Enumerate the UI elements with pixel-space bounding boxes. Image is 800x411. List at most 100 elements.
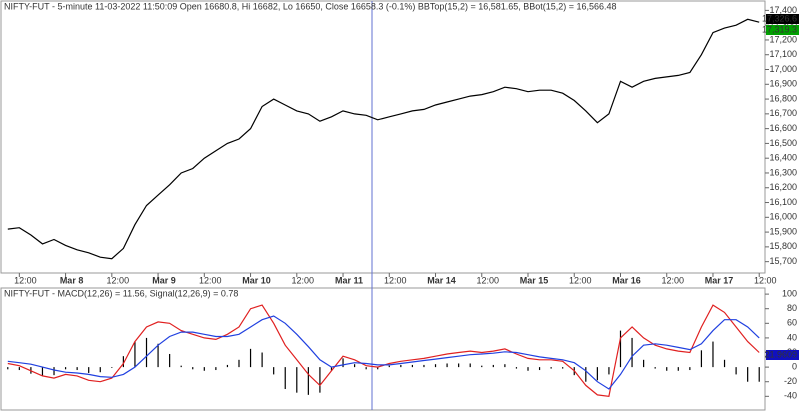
- histogram-bar: [319, 367, 321, 393]
- histogram-bar: [492, 364, 494, 368]
- histogram-bar: [377, 367, 379, 370]
- histogram-bar: [330, 367, 333, 371]
- y-tick-label: 16,100: [769, 197, 797, 207]
- y-tick-label: 15,900: [769, 226, 797, 236]
- histogram-bar: [469, 363, 471, 368]
- histogram-bar: [215, 367, 217, 371]
- histogram-bar: [64, 367, 67, 370]
- y-tick-label: 15,800: [769, 241, 797, 251]
- x-tick-label: 12:00: [569, 275, 592, 285]
- macd-frame: [0, 287, 766, 411]
- histogram-bar: [446, 363, 448, 368]
- histogram-bar: [273, 367, 275, 375]
- histogram-bar: [353, 364, 356, 368]
- y-tick-label: 17,000: [769, 64, 797, 74]
- histogram-bar: [226, 364, 229, 368]
- histogram-bar: [666, 367, 668, 371]
- histogram-bar: [712, 341, 714, 368]
- histogram-bar: [307, 367, 309, 395]
- histogram-bar: [180, 365, 182, 368]
- price-frame: [0, 0, 766, 274]
- chart-title: NIFTY-FUT - 5-minute 11-03-2022 11:50:09…: [4, 1, 617, 11]
- y-tick-label: 16,400: [769, 153, 797, 163]
- histogram-bar: [631, 337, 633, 368]
- price-box: [766, 14, 799, 24]
- histogram-bar: [18, 367, 20, 371]
- price-box: [766, 350, 799, 360]
- x-tick-label: 12:00: [754, 275, 777, 285]
- histogram-bar: [296, 367, 298, 393]
- histogram-bar: [284, 367, 286, 390]
- chart-title: NIFTY-FUT - MACD(12,26) = 11.56, Signal(…: [4, 288, 238, 298]
- x-tick-label: Mar 8: [60, 275, 84, 285]
- y-tick-label: 16,000: [769, 212, 797, 222]
- histogram-bar: [596, 367, 598, 381]
- series-line: [7, 18, 760, 260]
- histogram-bar: [608, 367, 610, 375]
- histogram-bar: [261, 352, 263, 368]
- x-tick-label: Mar 14: [427, 275, 456, 285]
- histogram-bar: [585, 367, 587, 382]
- x-tick-label: 12:00: [476, 275, 499, 285]
- x-tick-label: 12:00: [661, 275, 684, 285]
- histogram-bar: [515, 367, 518, 369]
- histogram-bar: [527, 367, 529, 371]
- x-tick-label: Mar 15: [520, 275, 549, 285]
- price-label: 21.9609: [764, 349, 797, 359]
- x-tick-label: Mar 16: [612, 275, 641, 285]
- histogram-bar: [53, 367, 55, 376]
- histogram-bar: [134, 341, 136, 368]
- histogram-bar: [388, 365, 390, 368]
- y-tick-label: 16,800: [769, 93, 797, 103]
- histogram-bar: [365, 367, 367, 370]
- histogram-bar: [758, 367, 760, 382]
- histogram-bar: [481, 365, 483, 368]
- histogram-bar: [411, 364, 414, 368]
- histogram-bar: [504, 364, 506, 368]
- y-tick-label: 60: [787, 318, 797, 328]
- histogram-bar: [619, 330, 622, 368]
- histogram-bar: [434, 364, 437, 368]
- histogram-bar: [111, 367, 113, 368]
- y-tick-label: 0: [792, 361, 797, 371]
- y-tick-label: 16,600: [769, 123, 797, 133]
- histogram-bar: [550, 367, 552, 369]
- histogram-bar: [562, 367, 564, 369]
- x-tick-label: Mar 10: [242, 275, 271, 285]
- x-tick-label: 12:00: [199, 275, 222, 285]
- y-tick-label: -40: [784, 391, 797, 401]
- x-tick-label: 12:00: [107, 275, 130, 285]
- y-tick-label: 80: [787, 303, 797, 313]
- y-tick-label: 16,500: [769, 138, 797, 148]
- histogram-bar: [400, 364, 402, 368]
- histogram-bar: [88, 367, 90, 373]
- histogram-bar: [689, 367, 691, 371]
- histogram-bar: [203, 367, 205, 371]
- histogram-bar: [157, 343, 159, 368]
- x-tick-label: Mar 9: [152, 275, 176, 285]
- series-line: [7, 315, 760, 390]
- histogram-bar: [41, 367, 44, 376]
- histogram-bar: [643, 359, 645, 368]
- histogram-bar: [249, 348, 252, 368]
- x-tick-label: Mar 17: [705, 275, 734, 285]
- histogram-bar: [238, 359, 240, 368]
- histogram-bar: [654, 367, 656, 369]
- y-tick-label: 40: [787, 332, 797, 342]
- x-tick-label: 12:00: [292, 275, 315, 285]
- y-tick-label: 16,900: [769, 79, 797, 89]
- price-label: 17,319.3: [762, 24, 797, 34]
- y-tick-label: 16,700: [769, 108, 797, 118]
- histogram-bar: [76, 367, 78, 371]
- histogram-bar: [7, 367, 9, 370]
- histogram-bar: [538, 367, 541, 371]
- histogram-bar: [677, 367, 679, 371]
- histogram-bar: [700, 350, 703, 368]
- y-tick-label: 15,700: [769, 256, 797, 266]
- y-tick-label: 17,100: [769, 49, 797, 59]
- histogram-bar: [99, 367, 101, 373]
- y-tick-label: 17,200: [769, 34, 797, 44]
